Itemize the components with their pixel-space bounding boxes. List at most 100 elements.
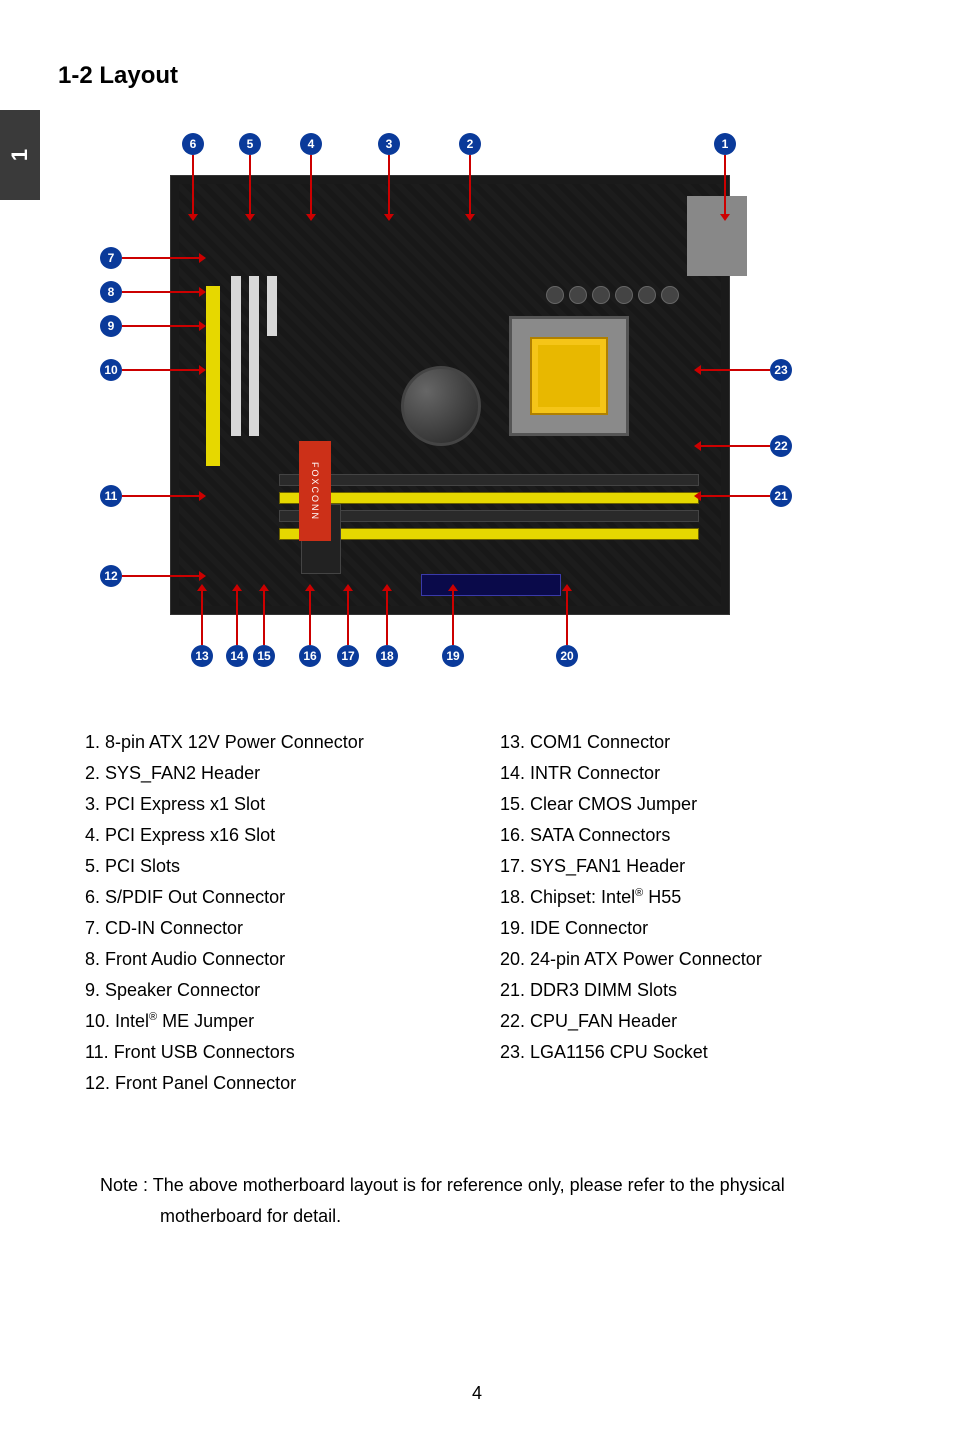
- leader-line: [388, 155, 390, 215]
- callout-badge-15: 15: [253, 645, 275, 667]
- dimm-slot: [279, 474, 699, 486]
- capacitor: [569, 286, 587, 304]
- legend-item: 7. CD-IN Connector: [85, 918, 450, 939]
- leader-line: [469, 155, 471, 215]
- pci-slot: [249, 276, 259, 436]
- leader-line: [700, 445, 770, 447]
- leader-line: [201, 590, 203, 645]
- section-heading: 1-2 Layout: [58, 62, 178, 90]
- legend-item: 8. Front Audio Connector: [85, 949, 450, 970]
- callout-badge-10: 10: [100, 359, 122, 381]
- callout-badge-12: 12: [100, 565, 122, 587]
- legend-item: 3. PCI Express x1 Slot: [85, 794, 450, 815]
- callout-badge-6: 6: [182, 133, 204, 155]
- legend: 1. 8-pin ATX 12V Power Connector 2. SYS_F…: [85, 732, 865, 1094]
- capacitor: [638, 286, 656, 304]
- capacitor: [546, 286, 564, 304]
- leader-line: [122, 495, 200, 497]
- callout-badge-1: 1: [714, 133, 736, 155]
- leader-line: [347, 590, 349, 645]
- leader-line: [236, 590, 238, 645]
- callout-badge-22: 22: [770, 435, 792, 457]
- legend-item: 16. SATA Connectors: [500, 825, 865, 846]
- capacitor: [661, 286, 679, 304]
- legend-item: 12. Front Panel Connector: [85, 1073, 450, 1094]
- callout-badge-18: 18: [376, 645, 398, 667]
- dimm-slot: [279, 510, 699, 522]
- leader-line: [249, 155, 251, 215]
- legend-column-left: 1. 8-pin ATX 12V Power Connector 2. SYS_F…: [85, 732, 450, 1094]
- motherboard-diagram: FOXCONN 65432178910111223222113141516171…: [90, 115, 810, 675]
- footnote: Note : The above motherboard layout is f…: [100, 1170, 860, 1231]
- leader-line: [122, 325, 200, 327]
- leader-line: [724, 155, 726, 215]
- legend-column-right: 13. COM1 Connector 14. INTR Connector 15. …: [500, 732, 865, 1094]
- legend-item: 2. SYS_FAN2 Header: [85, 763, 450, 784]
- pci-slot: [231, 276, 241, 436]
- callout-badge-13: 13: [191, 645, 213, 667]
- dimm-slot: [279, 492, 699, 504]
- callout-badge-2: 2: [459, 133, 481, 155]
- note-text-line1: The above motherboard layout is for refe…: [153, 1175, 785, 1195]
- pcie-x16-slot: [206, 286, 220, 466]
- legend-item: 19. IDE Connector: [500, 918, 865, 939]
- callout-badge-19: 19: [442, 645, 464, 667]
- legend-item: 13. COM1 Connector: [500, 732, 865, 753]
- callout-badge-9: 9: [100, 315, 122, 337]
- ide-connector: [421, 574, 561, 596]
- foxconn-brand-label: FOXCONN: [299, 441, 331, 541]
- callout-badge-11: 11: [100, 485, 122, 507]
- dimm-slots: [279, 474, 699, 544]
- leader-line: [122, 291, 200, 293]
- legend-item: 1. 8-pin ATX 12V Power Connector: [85, 732, 450, 753]
- dimm-slot: [279, 528, 699, 540]
- legend-item: 23. LGA1156 CPU Socket: [500, 1042, 865, 1063]
- callout-badge-7: 7: [100, 247, 122, 269]
- legend-item: 11. Front USB Connectors: [85, 1042, 450, 1063]
- cpu-warning-sticker: [538, 345, 600, 407]
- legend-item: 14. INTR Connector: [500, 763, 865, 784]
- leader-line: [309, 590, 311, 645]
- capacitor-row: [546, 286, 679, 304]
- cpu-socket: [509, 316, 629, 436]
- legend-item: 9. Speaker Connector: [85, 980, 450, 1001]
- legend-item: 15. Clear CMOS Jumper: [500, 794, 865, 815]
- note-text-line2: motherboard for detail.: [100, 1201, 860, 1232]
- callout-badge-3: 3: [378, 133, 400, 155]
- legend-item: 10. Intel® ME Jumper: [85, 1011, 450, 1032]
- callout-badge-14: 14: [226, 645, 248, 667]
- page-number: 4: [0, 1383, 954, 1404]
- leader-line: [122, 575, 200, 577]
- callout-badge-5: 5: [239, 133, 261, 155]
- legend-item: 6. S/PDIF Out Connector: [85, 887, 450, 908]
- legend-item: 20. 24-pin ATX Power Connector: [500, 949, 865, 970]
- legend-item: 17. SYS_FAN1 Header: [500, 856, 865, 877]
- legend-item: 18. Chipset: Intel® H55: [500, 887, 865, 908]
- leader-line: [566, 590, 568, 645]
- motherboard-photo: FOXCONN: [170, 175, 730, 615]
- leader-line: [263, 590, 265, 645]
- leader-line: [386, 590, 388, 645]
- capacitor: [615, 286, 633, 304]
- capacitor: [592, 286, 610, 304]
- callout-badge-8: 8: [100, 281, 122, 303]
- leader-line: [700, 495, 770, 497]
- callout-badge-21: 21: [770, 485, 792, 507]
- leader-line: [122, 257, 200, 259]
- chapter-tab: 1: [0, 110, 40, 200]
- note-label: Note :: [100, 1175, 153, 1195]
- callout-badge-16: 16: [299, 645, 321, 667]
- legend-item: 4. PCI Express x16 Slot: [85, 825, 450, 846]
- callout-badge-20: 20: [556, 645, 578, 667]
- chipset-heatsink: [401, 366, 481, 446]
- legend-item: 22. CPU_FAN Header: [500, 1011, 865, 1032]
- leader-line: [452, 590, 454, 645]
- legend-item: 5. PCI Slots: [85, 856, 450, 877]
- legend-item: 21. DDR3 DIMM Slots: [500, 980, 865, 1001]
- leader-line: [310, 155, 312, 215]
- pcie-x1-slot: [267, 276, 277, 336]
- callout-badge-23: 23: [770, 359, 792, 381]
- leader-line: [122, 369, 200, 371]
- leader-line: [192, 155, 194, 215]
- callout-badge-17: 17: [337, 645, 359, 667]
